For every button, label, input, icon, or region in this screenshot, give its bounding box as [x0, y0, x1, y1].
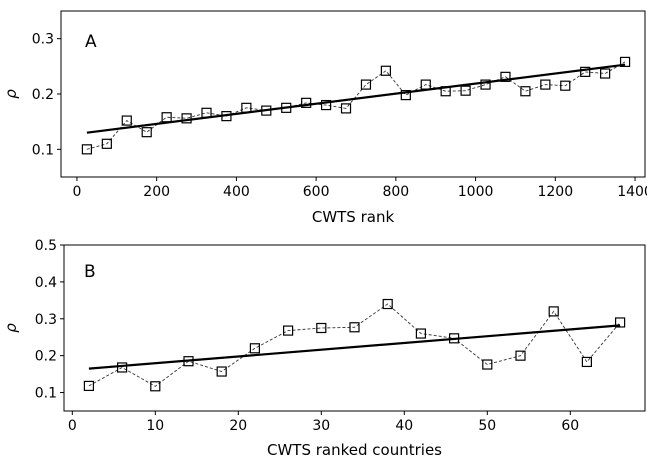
data-point-marker [360, 79, 372, 90]
panel-b: 0 10 20 30 40 50 60 0.1 0.2 0.3 0.4 0.5 CWTS ranked … [2, 238, 646, 458]
data-point-marker [141, 127, 152, 138]
data-point-marker [540, 79, 551, 90]
data-point-marker [116, 362, 128, 373]
data-point-marker [515, 350, 526, 361]
x-tick-label: 200 [143, 184, 170, 200]
x-tick-label: 600 [303, 184, 330, 200]
data-point-marker [121, 115, 132, 126]
data-point-marker [581, 356, 593, 368]
data-point-marker [349, 322, 360, 333]
y-axis-label: ρ [2, 89, 20, 99]
data-point-marker [249, 343, 260, 354]
data-point-marker [101, 138, 112, 149]
data-point-marker [480, 79, 491, 90]
fit-line [88, 324, 621, 370]
x-tick-label: 1200 [537, 184, 573, 200]
data-point-marker [380, 65, 391, 76]
panel-label: A [85, 32, 97, 52]
data-point-marker [382, 298, 393, 310]
x-tick-label: 50 [478, 418, 496, 434]
x-tick-label: 20 [229, 418, 247, 434]
data-point-marker [560, 80, 571, 91]
data-point-marker [340, 103, 352, 114]
data-point-marker [619, 56, 631, 68]
x-tick-label: 40 [395, 418, 413, 434]
x-tick-label: 30 [312, 418, 330, 434]
data-point-marker [81, 144, 93, 155]
plot-frame [63, 244, 646, 412]
data-point-marker [482, 359, 493, 370]
y-tick-label: 0.3 [32, 32, 54, 48]
x-axis-label: CWTS ranked countries [267, 441, 442, 458]
data-point-marker [150, 381, 161, 392]
y-axis-label: ρ [2, 323, 20, 333]
y-tick-label: 0.1 [32, 142, 54, 158]
x-tick-label: 0 [72, 184, 81, 200]
data-point-marker [283, 325, 294, 336]
y-tick-label: 0.2 [35, 349, 57, 365]
data-point-marker [201, 107, 212, 118]
data-series-line [88, 303, 621, 387]
data-point-marker [460, 85, 471, 96]
data-point-marker [216, 366, 227, 377]
x-axis-label: CWTS rank [312, 208, 395, 226]
data-point-marker [83, 380, 95, 392]
x-tick-label: 0 [68, 418, 77, 434]
data-point-marker [580, 66, 591, 77]
data-point-marker [520, 86, 531, 97]
x-tick-label: 10 [146, 418, 164, 434]
x-tick-label: 800 [382, 184, 409, 200]
y-tick-label: 0.3 [35, 312, 57, 328]
panel-label: B [84, 262, 96, 282]
data-point-marker [548, 306, 559, 317]
data-point-marker [600, 68, 611, 79]
data-point-marker [400, 90, 411, 101]
fit-line [86, 63, 626, 134]
y-tick-label: 0.2 [32, 87, 54, 103]
data-point-marker [316, 322, 327, 334]
x-tick-label: 60 [561, 418, 579, 434]
y-tick-label: 0.4 [35, 275, 57, 291]
x-tick-label: 400 [223, 184, 250, 200]
x-tick-label: 1000 [458, 184, 494, 200]
data-point-marker [415, 328, 426, 339]
y-tick-label: 0.5 [35, 238, 57, 254]
data-point-marker [301, 97, 312, 108]
data-series-line [86, 61, 626, 150]
data-point-marker [181, 113, 192, 124]
data-point-marker [320, 99, 332, 111]
data-point-marker [614, 317, 626, 328]
plot-frame [60, 10, 646, 178]
data-point-marker [500, 71, 511, 82]
y-tick-label: 0.1 [35, 386, 57, 402]
